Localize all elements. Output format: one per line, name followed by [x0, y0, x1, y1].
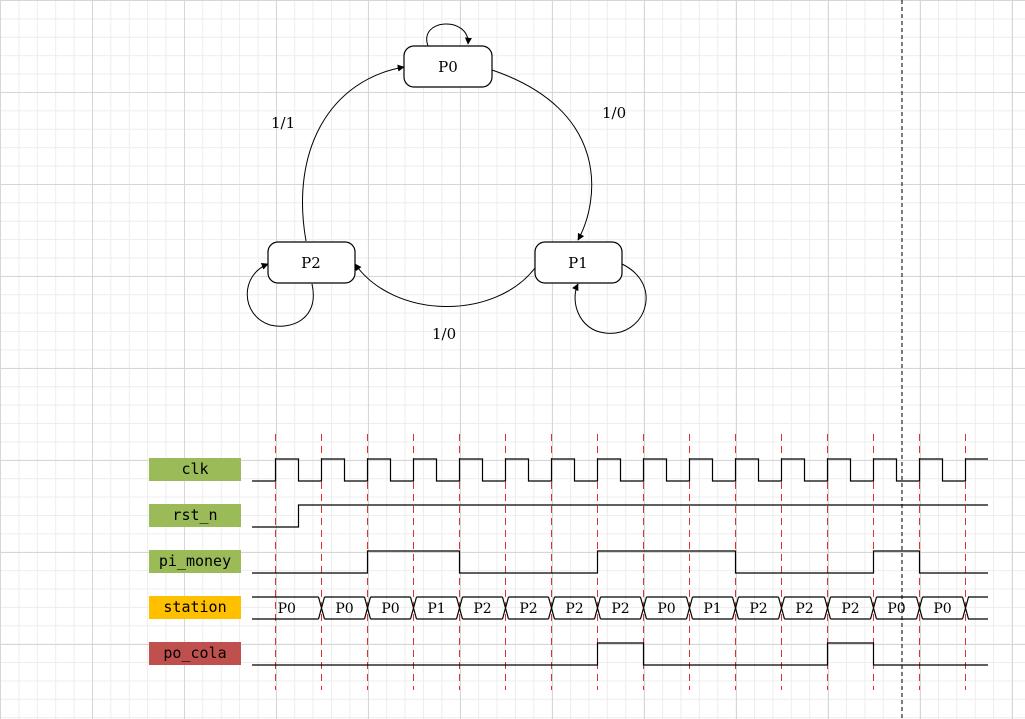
station-segment	[550, 596, 599, 620]
signal-label-rst-n: rst_n	[149, 504, 241, 527]
station-value: P0	[887, 601, 905, 617]
station-segment	[252, 596, 323, 620]
state-p2[interactable]: P2	[267, 241, 356, 284]
signal-label-pi-money: pi_money	[149, 550, 241, 573]
edge-p0-self[interactable]	[426, 23, 472, 47]
station-value: P0	[335, 601, 353, 617]
signal-label-po-cola-text: po_cola	[163, 644, 226, 662]
station-value: P0	[657, 601, 675, 617]
signal-label-station: station	[149, 596, 241, 619]
station-segment	[688, 596, 737, 620]
waveform-pi-money	[252, 550, 988, 574]
waveform-clk	[252, 458, 988, 482]
station-segment	[734, 596, 783, 620]
edge-p0-to-p1[interactable]	[491, 69, 593, 241]
signal-label-po-cola: po_cola	[149, 642, 241, 665]
station-segment	[596, 596, 645, 620]
signal-label-station-text: station	[163, 598, 226, 616]
station-segment	[320, 596, 369, 620]
state-p2-label: P2	[301, 254, 321, 272]
station-value: P2	[841, 601, 859, 617]
state-p1-label: P1	[568, 254, 588, 272]
station-segment	[504, 596, 553, 620]
station-value: P0	[278, 601, 296, 617]
edge-label-p2-to-p0: 1/1	[271, 114, 295, 132]
station-segment	[412, 596, 461, 620]
station-segment	[642, 596, 691, 620]
station-value: P0	[381, 601, 399, 617]
station-value: P1	[427, 601, 445, 617]
state-p0[interactable]: P0	[403, 45, 493, 88]
station-value: P2	[749, 601, 767, 617]
state-p0-label: P0	[438, 58, 458, 76]
station-value: P2	[565, 601, 583, 617]
station-segment	[458, 596, 507, 620]
station-segment	[918, 596, 967, 620]
signal-label-pi-money-text: pi_money	[159, 552, 231, 570]
station-segment	[826, 596, 875, 620]
edge-label-p1-to-p2: 1/0	[432, 325, 456, 343]
edge-p2-self[interactable]	[246, 263, 314, 327]
edge-p2-to-p0[interactable]	[302, 64, 405, 242]
waveform-rst-n	[252, 504, 988, 528]
station-segment	[780, 596, 829, 620]
signal-label-clk-text: clk	[181, 460, 208, 478]
state-p1[interactable]: P1	[534, 241, 623, 284]
station-value: P2	[611, 601, 629, 617]
station-segment-tail	[964, 596, 988, 620]
edge-p1-to-p2[interactable]	[354, 263, 536, 307]
waveform-station: P0 P0 P0 P1 P2 P2 P2 P2 P0 P1 P2 P2 P2 P0 P0	[252, 596, 988, 620]
station-value: P0	[933, 601, 951, 617]
station-segment	[872, 596, 921, 620]
station-value: P2	[795, 601, 813, 617]
fsm-diagram: 1/0 1/0 1/1 P0 P1 P2	[246, 23, 647, 343]
station-value: P2	[473, 601, 491, 617]
waveform-po-cola	[252, 642, 988, 666]
station-value: P2	[519, 601, 537, 617]
station-segment	[366, 596, 415, 620]
signal-label-clk: clk	[149, 458, 241, 481]
edge-p1-self[interactable]	[572, 263, 647, 334]
edge-label-p0-to-p1: 1/0	[602, 104, 626, 122]
timing-diagram: clk rst_n pi_money station po_cola P0 P0 P…	[149, 0, 988, 719]
station-value: P1	[703, 601, 721, 617]
signal-label-rst-n-text: rst_n	[172, 506, 217, 524]
